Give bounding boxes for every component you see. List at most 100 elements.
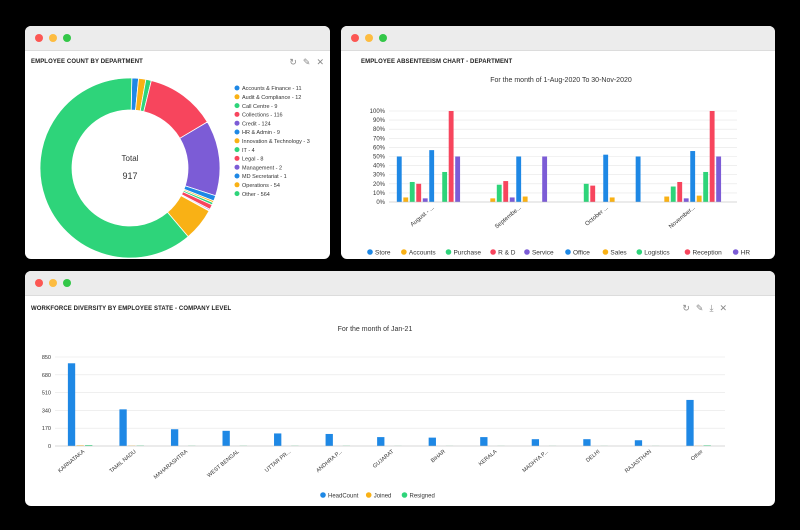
legend-item[interactable]: IT - 4 xyxy=(242,148,255,154)
legend-item[interactable]: Purchase xyxy=(453,249,481,256)
legend-item[interactable]: Service xyxy=(532,249,554,256)
bar-office[interactable] xyxy=(635,156,641,203)
bar-accounts[interactable] xyxy=(403,197,409,202)
close-window-button[interactable] xyxy=(35,34,43,42)
edit-icon[interactable]: ✎ xyxy=(302,57,311,67)
bar-headcount[interactable] xyxy=(531,439,540,446)
legend-marker xyxy=(490,249,496,255)
bar-sales[interactable] xyxy=(696,195,702,202)
bar-service[interactable] xyxy=(509,197,515,202)
bar-accounts[interactable] xyxy=(664,196,670,202)
bar-sales[interactable] xyxy=(609,197,615,202)
maximize-window-button[interactable] xyxy=(63,279,71,287)
y-tick-label: 0% xyxy=(376,200,385,206)
bar-accounts[interactable] xyxy=(490,198,496,202)
bar-headcount[interactable] xyxy=(67,363,76,446)
legend-item[interactable]: Accounts & Finance - 11 xyxy=(242,86,302,92)
bar-hr[interactable] xyxy=(455,156,461,203)
bar-purchase[interactable] xyxy=(670,186,676,202)
legend-item[interactable]: Call Centre - 9 xyxy=(242,104,277,110)
legend-item[interactable]: Sales xyxy=(610,249,627,256)
bar-r-d[interactable] xyxy=(416,183,422,202)
legend-item[interactable]: Audit & Compliance - 12 xyxy=(242,95,301,101)
legend-item[interactable]: HR xyxy=(741,249,751,256)
bar-headcount[interactable] xyxy=(274,433,282,446)
donut-slice-12[interactable] xyxy=(39,77,189,259)
bar-purchase[interactable] xyxy=(409,181,415,202)
bar-purchase[interactable] xyxy=(496,184,502,202)
bar-headcount[interactable] xyxy=(119,409,127,446)
legend-item[interactable]: Logistics xyxy=(644,249,670,256)
close-icon[interactable]: ✕ xyxy=(316,57,324,67)
legend-item[interactable]: Office xyxy=(573,249,590,256)
bar-headcount[interactable] xyxy=(170,429,179,446)
bar-resigned[interactable] xyxy=(703,445,711,446)
legend-item[interactable]: Credit - 124 xyxy=(242,121,271,127)
legend-item[interactable]: Accounts xyxy=(409,249,436,256)
dept-count-window: EMPLOYEE COUNT BY DEPARTMENT ↻ ✎ ✕ Total… xyxy=(25,26,330,259)
bar-service[interactable] xyxy=(422,198,428,202)
legend-item[interactable]: Store xyxy=(375,249,391,256)
bar-joined[interactable] xyxy=(76,445,84,446)
bar-headcount[interactable] xyxy=(480,437,488,446)
maximize-window-button[interactable] xyxy=(379,34,387,42)
bar-headcount[interactable] xyxy=(634,440,643,446)
chart-toolbar: ↻ ✎ ✕ xyxy=(289,57,324,68)
edit-icon[interactable]: ✎ xyxy=(695,303,704,313)
bar-office[interactable] xyxy=(603,154,609,202)
legend-item[interactable]: Reception xyxy=(692,249,722,256)
bar-store[interactable] xyxy=(396,156,402,203)
legend-item[interactable]: Operations - 54 xyxy=(242,183,280,189)
bar-reception[interactable] xyxy=(709,111,715,202)
maximize-window-button[interactable] xyxy=(63,34,71,42)
y-tick-label: 30% xyxy=(373,173,386,179)
bar-sales[interactable] xyxy=(522,196,528,202)
bar-office[interactable] xyxy=(690,151,696,202)
bar-office[interactable] xyxy=(516,156,522,203)
bar-resigned[interactable] xyxy=(85,445,93,446)
legend-item[interactable]: Innovation & Technology - 3 xyxy=(242,139,310,145)
bar-hr[interactable] xyxy=(542,156,548,203)
bar-office[interactable] xyxy=(429,150,435,202)
bar-logistics[interactable] xyxy=(703,171,709,202)
legend-item[interactable]: Management - 2 xyxy=(242,165,282,171)
bar-headcount[interactable] xyxy=(222,430,230,446)
bar-headcount[interactable] xyxy=(325,433,333,446)
bar-logistics[interactable] xyxy=(442,171,448,202)
minimize-window-button[interactable] xyxy=(49,279,57,287)
bar-headcount[interactable] xyxy=(583,439,591,446)
legend-item[interactable]: Other - 564 xyxy=(242,192,270,198)
legend-item[interactable]: MD Secretariat - 1 xyxy=(242,174,287,180)
bar-headcount[interactable] xyxy=(428,437,436,446)
window-titlebar xyxy=(25,271,775,296)
minimize-window-button[interactable] xyxy=(365,34,373,42)
legend-item[interactable]: Legal - 8 xyxy=(242,157,263,163)
close-icon[interactable]: ✕ xyxy=(719,303,727,313)
bar-hr[interactable] xyxy=(716,156,722,203)
bar-r-d[interactable] xyxy=(590,185,596,202)
bar-r-d[interactable] xyxy=(677,181,683,202)
legend-item[interactable]: Resigned xyxy=(410,493,435,499)
legend-item[interactable]: HeadCount xyxy=(328,493,359,499)
bar-headcount[interactable] xyxy=(377,437,385,446)
refresh-icon[interactable]: ↻ xyxy=(682,303,690,313)
bar-purchase[interactable] xyxy=(583,183,589,202)
chart-title: EMPLOYEE ABSENTEEISM CHART - DEPARTMENT xyxy=(361,59,513,65)
refresh-icon[interactable]: ↻ xyxy=(289,57,297,67)
legend-marker xyxy=(234,120,240,126)
close-window-button[interactable] xyxy=(35,279,43,287)
legend-item[interactable]: R & D xyxy=(498,249,516,256)
bar-r-d[interactable] xyxy=(503,181,509,202)
legend-item[interactable]: Collections - 116 xyxy=(242,113,283,119)
diversity-window: WORKFORCE DIVERSITY BY EMPLOYEE STATE - … xyxy=(25,271,775,506)
bar-service[interactable] xyxy=(683,198,689,202)
legend-item[interactable]: Joined xyxy=(374,493,392,499)
x-category-label: GUJARAT xyxy=(372,449,396,470)
legend-marker xyxy=(367,249,373,255)
legend-item[interactable]: HR & Admin - 9 xyxy=(242,130,280,136)
bar-headcount[interactable] xyxy=(686,399,694,446)
bar-reception[interactable] xyxy=(448,111,454,202)
close-window-button[interactable] xyxy=(351,34,359,42)
download-icon[interactable]: ⤓ xyxy=(709,303,714,313)
minimize-window-button[interactable] xyxy=(49,34,57,42)
